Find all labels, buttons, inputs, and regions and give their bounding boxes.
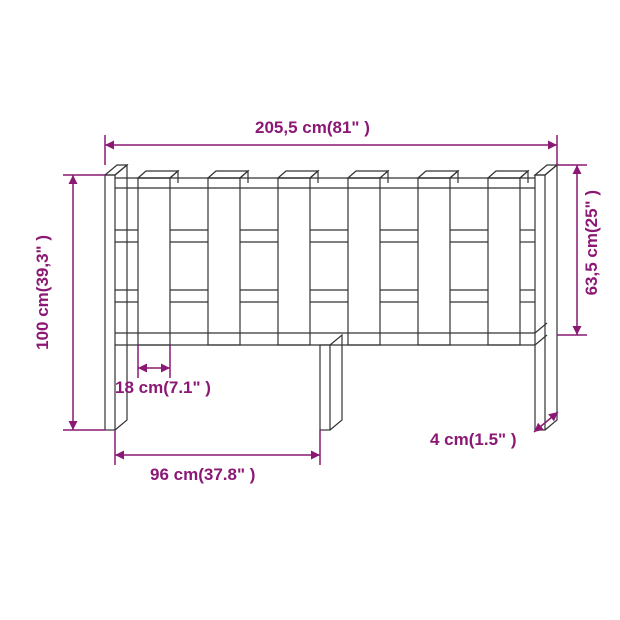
label-upper-height: 63,5 cm(25" ) (582, 190, 602, 295)
cross-rail-1 (115, 230, 535, 242)
dimensions (63, 135, 587, 465)
label-total-width: 205,5 cm(81" ) (255, 118, 370, 138)
dimension-diagram (0, 0, 620, 620)
label-slat-width: 18 cm(7.1" ) (115, 378, 211, 398)
cross-rail-2 (115, 290, 535, 302)
label-total-height: 100 cm(39,3" ) (33, 235, 53, 350)
label-depth: 4 cm(1.5" ) (430, 430, 517, 450)
label-half-width: 96 cm(37.8" ) (150, 465, 255, 485)
